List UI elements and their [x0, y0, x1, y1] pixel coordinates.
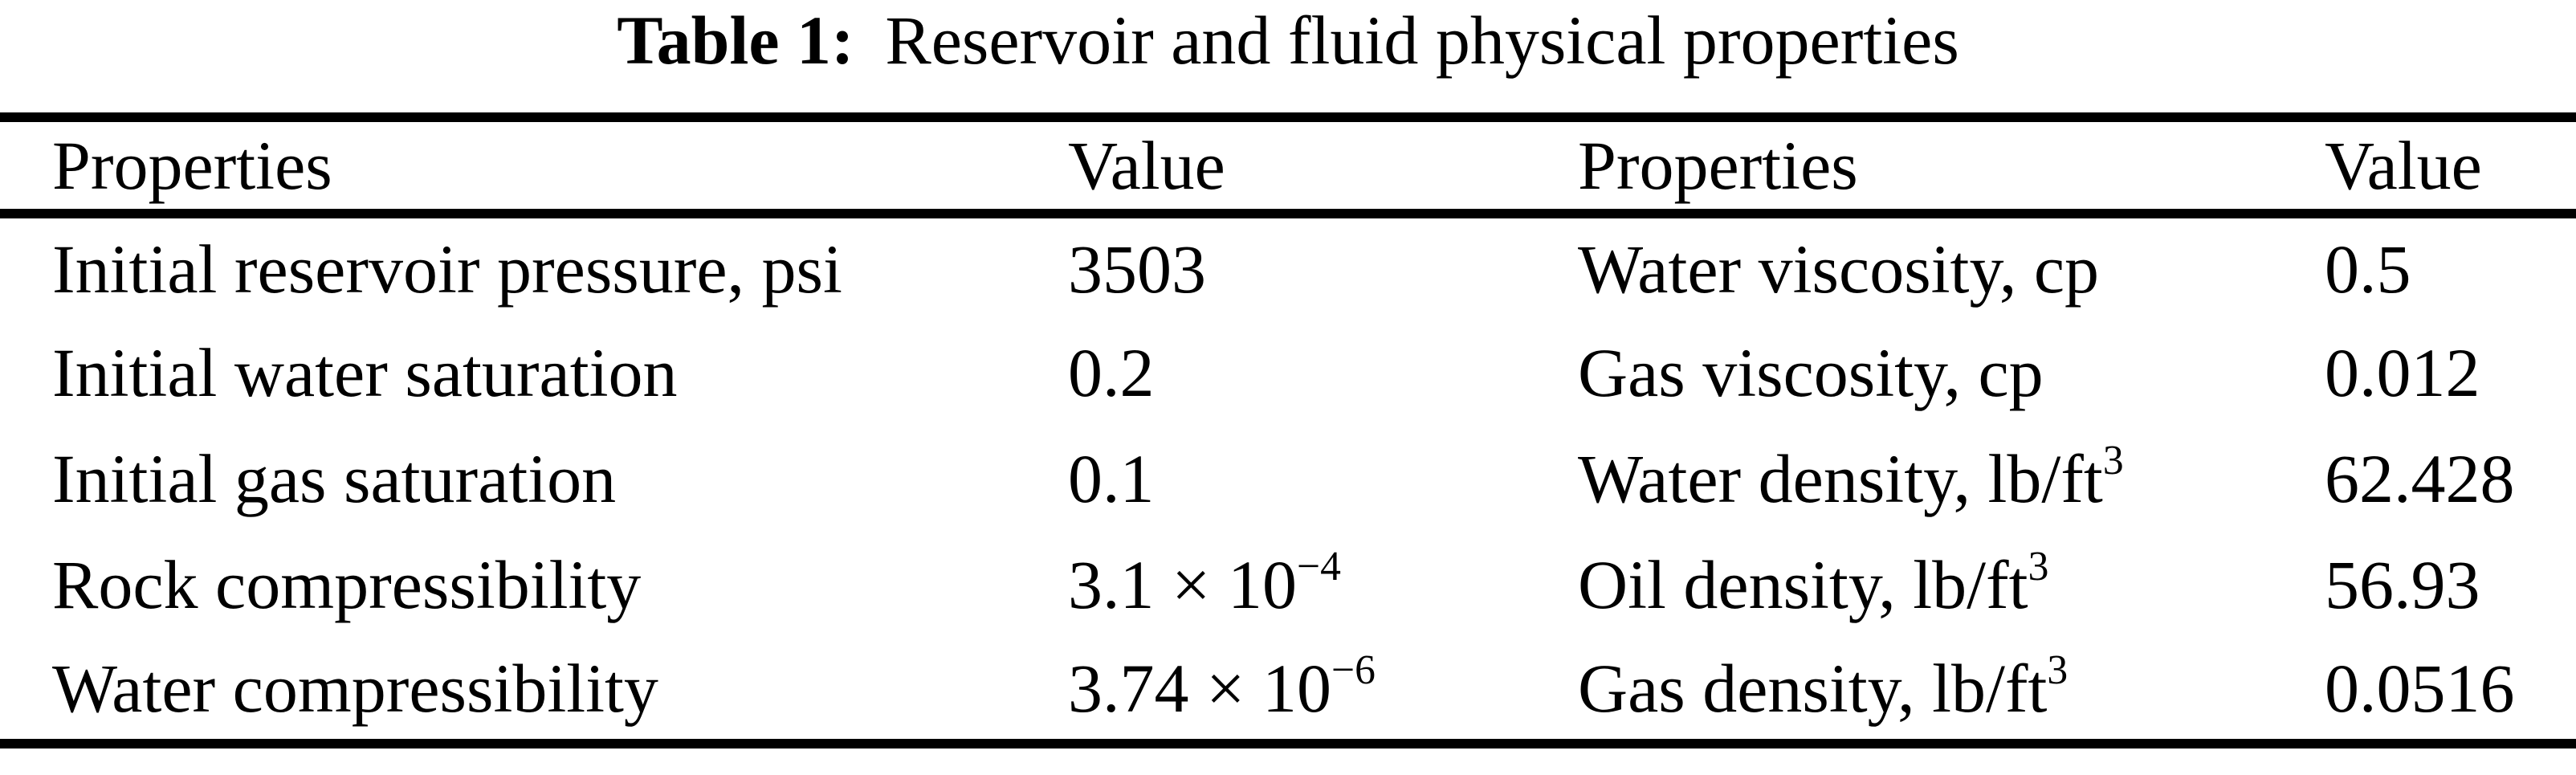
table-row: Rock compressibility 3.1 × 10−4 Oil dens… — [0, 532, 2576, 638]
property-value: 56.93 — [2325, 546, 2480, 623]
property-value: 0.5 — [2325, 230, 2411, 308]
header-value-left: Value — [1068, 117, 1578, 218]
property-label: Initial gas saturation — [52, 440, 617, 517]
header-properties-left: Properties — [0, 117, 1068, 218]
property-label: Water compressibility — [52, 650, 658, 727]
property-label: Gas viscosity, cp — [1578, 334, 2044, 411]
table-row: Initial reservoir pressure, psi 3503 Wat… — [0, 214, 2576, 320]
property-value: 0.1 — [1068, 440, 1155, 517]
property-value: 3.74 × 10−6 — [1068, 647, 1376, 727]
table-row: Initial gas saturation 0.1 Water density… — [0, 426, 2576, 532]
table-row: Initial water saturation 0.2 Gas viscosi… — [0, 320, 2576, 426]
table-caption-text: Reservoir and fluid physical properties — [885, 2, 1959, 79]
property-value: 62.428 — [2325, 440, 2515, 517]
table-caption: Table 1: Reservoir and fluid physical pro… — [0, 0, 2576, 80]
property-label: Water viscosity, cp — [1578, 230, 2100, 308]
property-label: Water density, lb/ft3 — [1578, 437, 2124, 517]
table-caption-label: Table 1: — [617, 2, 854, 79]
property-label: Rock compressibility — [52, 546, 642, 623]
header-properties-right: Properties — [1578, 117, 2325, 218]
property-value: 0.012 — [2325, 334, 2480, 411]
properties-table: Properties Value Properties Value Initia… — [0, 112, 2576, 748]
header-value-right: Value — [2325, 117, 2576, 218]
property-label: Initial reservoir pressure, psi — [52, 230, 842, 308]
property-label: Initial water saturation — [52, 334, 678, 411]
table-row: Water compressibility 3.74 × 10−6 Gas de… — [0, 638, 2576, 744]
property-label: Gas density, lb/ft3 — [1578, 647, 2069, 727]
property-value: 3.1 × 10−4 — [1068, 543, 1341, 623]
property-value: 0.2 — [1068, 334, 1155, 411]
property-value: 3503 — [1068, 230, 1206, 308]
property-value: 0.0516 — [2325, 650, 2515, 727]
property-label: Oil density, lb/ft3 — [1578, 543, 2049, 623]
table-header-row: Properties Value Properties Value — [0, 117, 2576, 218]
